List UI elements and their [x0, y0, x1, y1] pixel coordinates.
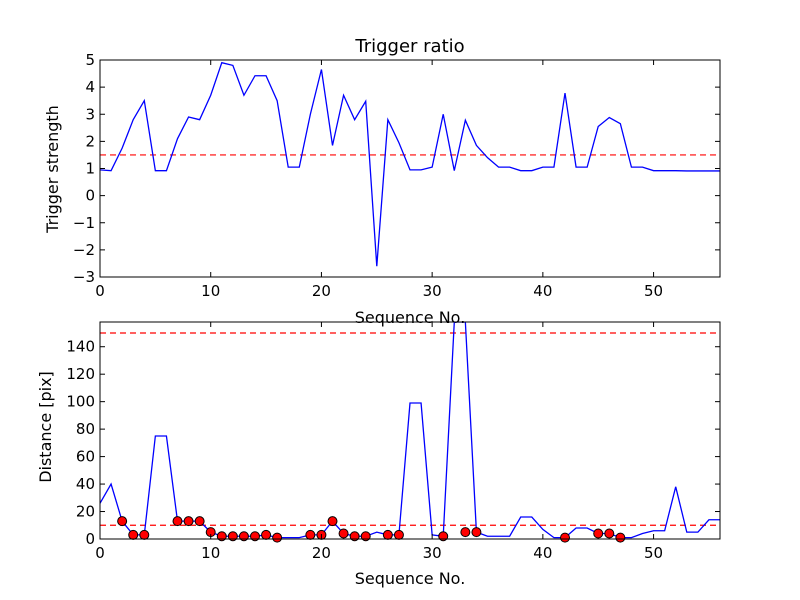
data-point-marker	[327, 516, 338, 527]
y-tick-label: 0	[85, 530, 95, 548]
y-tick-label: 20	[76, 503, 95, 521]
data-point-marker	[393, 529, 404, 540]
x-tick-label: 40	[533, 282, 552, 300]
x-tick-label: 10	[201, 544, 220, 562]
data-point-marker	[172, 516, 183, 527]
y-tick-label: 4	[85, 78, 95, 96]
y-tick-label: 3	[85, 105, 95, 123]
data-point-marker	[604, 528, 615, 539]
data-point-marker	[338, 528, 349, 539]
x-tick-label: 10	[201, 282, 220, 300]
y-tick-label: 100	[66, 393, 95, 411]
y-tick-label: 1	[85, 160, 95, 178]
x-axis-label: Sequence No.	[355, 569, 466, 588]
x-tick-label: 30	[423, 282, 442, 300]
x-tick-label: 40	[533, 544, 552, 562]
trigger-ratio-chart: Trigger ratio Sequence No. Trigger stren…	[43, 36, 721, 327]
x-tick-label: 30	[423, 544, 442, 562]
chart-title: Trigger ratio	[354, 36, 464, 57]
data-point-marker	[460, 527, 471, 538]
data-point-marker	[560, 532, 570, 543]
series-line	[100, 61, 720, 267]
distance-chart: Sequence No. Distance [pix] 0 10 20 30 40 50 0…	[36, 321, 721, 588]
y-tick-label: −1	[73, 214, 95, 232]
x-tick-label: 20	[312, 282, 331, 300]
data-point-marker	[183, 516, 194, 527]
data-point-marker	[471, 527, 482, 538]
data-point-marker	[194, 516, 205, 527]
data-point-marker	[615, 532, 626, 543]
data-point-marker	[128, 529, 139, 540]
data-point-marker	[305, 529, 316, 540]
x-axis-label: Sequence No.	[355, 308, 466, 327]
y-tick-label: 140	[66, 338, 95, 356]
y-axis-label: Trigger strength	[43, 105, 62, 234]
y-tick-label: 5	[85, 51, 95, 69]
data-point-marker	[139, 529, 150, 540]
x-tick-label: 20	[312, 544, 331, 562]
data-point-marker	[272, 532, 283, 543]
data-point-marker	[593, 528, 604, 539]
y-tick-label: 0	[85, 187, 95, 205]
data-point-marker	[117, 516, 128, 527]
y-axis-label: Distance [pix]	[36, 371, 55, 483]
y-tick-label: 120	[66, 365, 95, 383]
plot-frame	[99, 321, 721, 540]
y-tick-label: 2	[85, 132, 95, 150]
y-tick-label: −2	[73, 241, 95, 259]
x-tick-label: 50	[644, 544, 663, 562]
data-point-marker	[261, 529, 272, 540]
y-tick-label: 40	[76, 475, 95, 493]
x-tick-label: 0	[95, 544, 105, 562]
x-tick-label: 0	[95, 282, 105, 300]
y-tick-label: −3	[73, 268, 95, 286]
y-tick-label: 80	[76, 420, 95, 438]
data-point-marker	[382, 529, 393, 540]
x-tick-label: 50	[644, 282, 663, 300]
y-tick-label: 60	[76, 448, 95, 466]
